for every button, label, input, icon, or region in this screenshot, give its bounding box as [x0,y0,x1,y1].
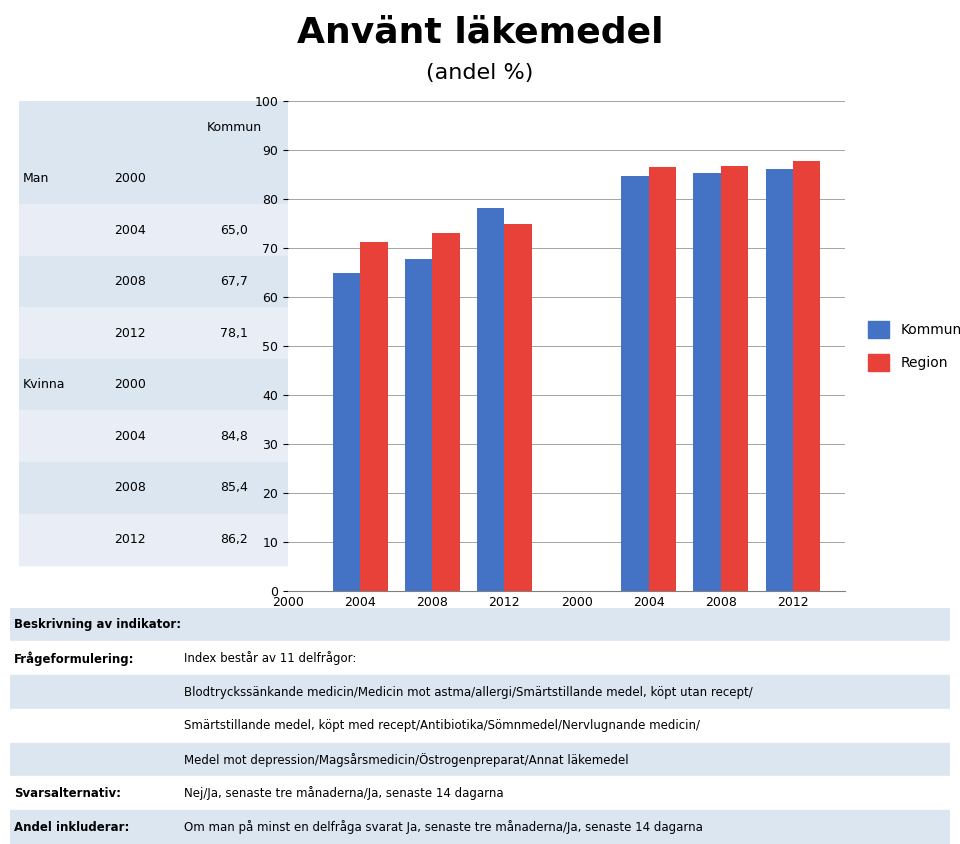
Text: 2008: 2008 [114,275,146,288]
Bar [19,462,384,513]
Text: Smärtstillande medel, köpt med recept/Antibiotika/Sömnmedel/Nervlugnande medicin: Smärtstillande medel, köpt med recept/An… [183,719,700,733]
Bar [432,233,460,591]
Bar [10,608,950,641]
Text: 2004: 2004 [114,430,146,443]
Bar [333,273,360,591]
Text: Kvinna: Kvinna [659,669,710,684]
Text: Beskrivning av indikator:: Beskrivning av indikator: [14,618,181,631]
Text: Kommun: Kommun [206,121,262,133]
Text: 75,0: 75,0 [321,327,348,339]
Bar [10,641,950,675]
Bar [649,167,676,591]
Text: 78,1: 78,1 [221,327,249,339]
Bar [19,307,384,359]
Bar [621,176,649,591]
Bar [477,208,504,591]
Bar [19,256,384,307]
Text: 2012: 2012 [114,533,146,546]
Text: 87,7: 87,7 [321,533,348,546]
Bar [19,359,384,410]
Text: 67,7: 67,7 [221,275,249,288]
Text: Om man på minst en delfråga svarat Ja, senaste tre månaderna/Ja, senaste 14 daga: Om man på minst en delfråga svarat Ja, s… [183,820,703,834]
Bar [10,776,950,810]
Bar [19,101,384,153]
Bar [504,224,532,591]
Text: 86,7: 86,7 [321,481,348,495]
Text: Andel inkluderar:: Andel inkluderar: [14,820,130,834]
Text: Blodtryckssänkande medicin/Medicin mot astma/allergi/Smärtstillande medel, köpt : Blodtryckssänkande medicin/Medicin mot a… [183,685,753,699]
Text: Frågeformulering:: Frågeformulering: [14,651,134,666]
Bar [19,153,384,204]
Bar [765,169,793,591]
Text: 86,5: 86,5 [321,430,348,443]
Text: 2012: 2012 [114,327,146,339]
Bar [10,743,950,776]
Text: 84,8: 84,8 [221,430,249,443]
Text: Man: Man [380,669,412,684]
Text: Kvinna: Kvinna [23,378,65,391]
Text: 2004: 2004 [114,224,146,236]
Bar [19,513,384,565]
Text: Medel mot depression/Magsårsmedicin/Östrogenpreparat/Annat läkemedel: Medel mot depression/Magsårsmedicin/Östr… [183,753,628,766]
Text: 65,0: 65,0 [221,224,249,236]
Bar [10,709,950,743]
Text: 2008: 2008 [114,481,146,495]
Text: 2000: 2000 [114,378,146,391]
Text: Man: Man [23,172,49,185]
Bar [19,410,384,462]
Bar [19,204,384,256]
Bar [793,161,821,591]
Text: Svarsalternativ:: Svarsalternativ: [14,787,121,800]
Text: Region: Region [313,121,356,133]
Bar [10,675,950,709]
Text: Index består av 11 delfrågor:: Index består av 11 delfrågor: [183,652,356,665]
Text: 73,1: 73,1 [321,275,348,288]
Bar [360,242,388,591]
Text: Använt läkemedel: Använt läkemedel [297,15,663,49]
Bar [10,810,950,844]
Text: 71,2: 71,2 [321,224,348,236]
Text: Nej/Ja, senaste tre månaderna/Ja, senaste 14 dagarna: Nej/Ja, senaste tre månaderna/Ja, senast… [183,787,503,800]
Text: 85,4: 85,4 [221,481,249,495]
Text: (andel %): (andel %) [426,62,534,83]
Text: 86,2: 86,2 [221,533,249,546]
Legend: Kommun, Region: Kommun, Region [863,315,960,377]
Text: 2000: 2000 [114,172,146,185]
Bar [721,166,748,591]
Bar [405,259,432,591]
Bar [693,173,721,591]
